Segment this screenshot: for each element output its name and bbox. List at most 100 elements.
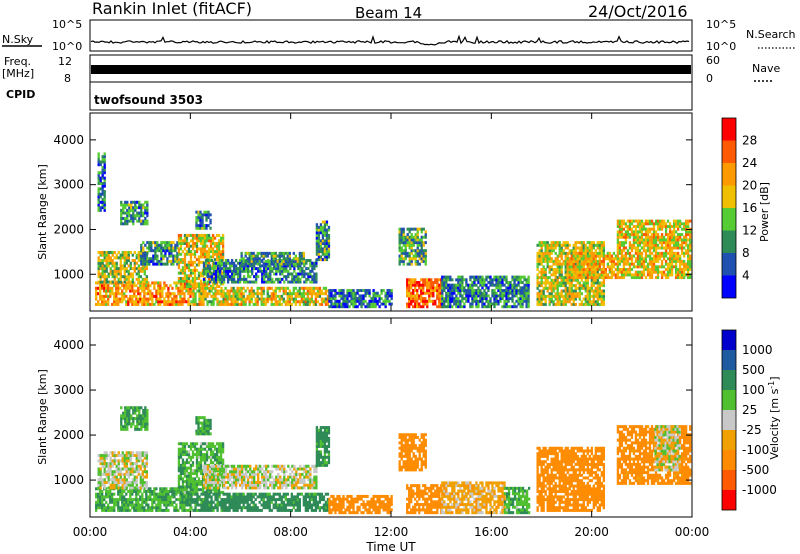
cell [560, 281, 563, 285]
cell [203, 224, 206, 228]
cell [204, 259, 208, 263]
cell [141, 264, 144, 268]
cell [509, 286, 512, 290]
cell [408, 291, 411, 295]
cell [262, 262, 265, 266]
cell [148, 249, 151, 253]
cell [424, 278, 427, 282]
cell [171, 492, 174, 496]
cell [590, 251, 593, 255]
cell [141, 277, 144, 281]
cell [131, 272, 134, 276]
cell [624, 251, 628, 255]
cell [208, 269, 212, 273]
cell [266, 262, 269, 266]
cell [445, 299, 448, 303]
cell [640, 257, 644, 261]
cell [688, 268, 692, 271]
cell [205, 218, 208, 222]
cell [189, 260, 193, 264]
cell [654, 219, 658, 223]
cell [424, 299, 427, 303]
cell [183, 236, 187, 240]
cell [142, 257, 145, 261]
cell [527, 286, 530, 290]
cell [521, 280, 524, 284]
cell [640, 276, 644, 280]
cell [584, 297, 587, 301]
cell [107, 302, 110, 306]
colorbar-swatch [722, 163, 736, 186]
cell [166, 262, 169, 266]
cell [205, 255, 209, 259]
cell [206, 300, 209, 304]
cell [578, 251, 581, 255]
cell [181, 260, 185, 264]
cell [584, 281, 587, 285]
cell [167, 300, 170, 304]
cell [540, 284, 543, 288]
cell [592, 246, 595, 250]
cell [568, 257, 571, 261]
cell [443, 289, 446, 293]
cell [239, 259, 242, 263]
cell [449, 297, 452, 301]
cell [171, 292, 174, 296]
cell [151, 506, 154, 510]
cell [163, 286, 166, 290]
cell [634, 270, 638, 274]
cell [410, 302, 413, 306]
cell [150, 241, 153, 245]
cell [252, 292, 255, 296]
cell [538, 243, 541, 247]
cell [670, 233, 674, 237]
cell [588, 286, 591, 290]
cell [280, 297, 283, 301]
cell [495, 302, 498, 306]
cell [592, 251, 595, 255]
cell [656, 254, 660, 258]
cell [650, 238, 654, 242]
cell [465, 278, 468, 282]
cell [277, 267, 280, 271]
cell [684, 230, 688, 234]
cell [201, 250, 205, 254]
cell [224, 264, 228, 268]
cell [141, 302, 144, 306]
cell [296, 262, 299, 266]
cell [315, 233, 319, 237]
velocity-cells [95, 406, 692, 515]
cell [550, 281, 553, 285]
cell [664, 262, 668, 266]
cell [430, 289, 433, 293]
cell [193, 276, 197, 280]
cell [201, 244, 205, 248]
cell [588, 302, 591, 306]
cell [602, 249, 606, 253]
cell [147, 498, 150, 502]
cell [590, 259, 593, 263]
cell [527, 302, 530, 306]
cell [418, 297, 421, 301]
cell [414, 262, 417, 266]
cell [107, 253, 110, 257]
cell [582, 262, 585, 266]
cell [666, 233, 670, 237]
cell [105, 492, 108, 496]
cell [136, 214, 139, 218]
cell [340, 294, 343, 298]
cell [424, 235, 427, 239]
cell [199, 233, 203, 237]
cell [536, 254, 539, 258]
cell [517, 278, 520, 282]
cell [144, 216, 147, 220]
cell [101, 173, 104, 177]
cell [588, 289, 591, 293]
cell [103, 192, 106, 196]
cell [390, 289, 393, 293]
cell [414, 241, 417, 245]
cell [151, 294, 154, 298]
cell [443, 283, 446, 287]
cell [525, 286, 528, 290]
cell [147, 489, 150, 493]
